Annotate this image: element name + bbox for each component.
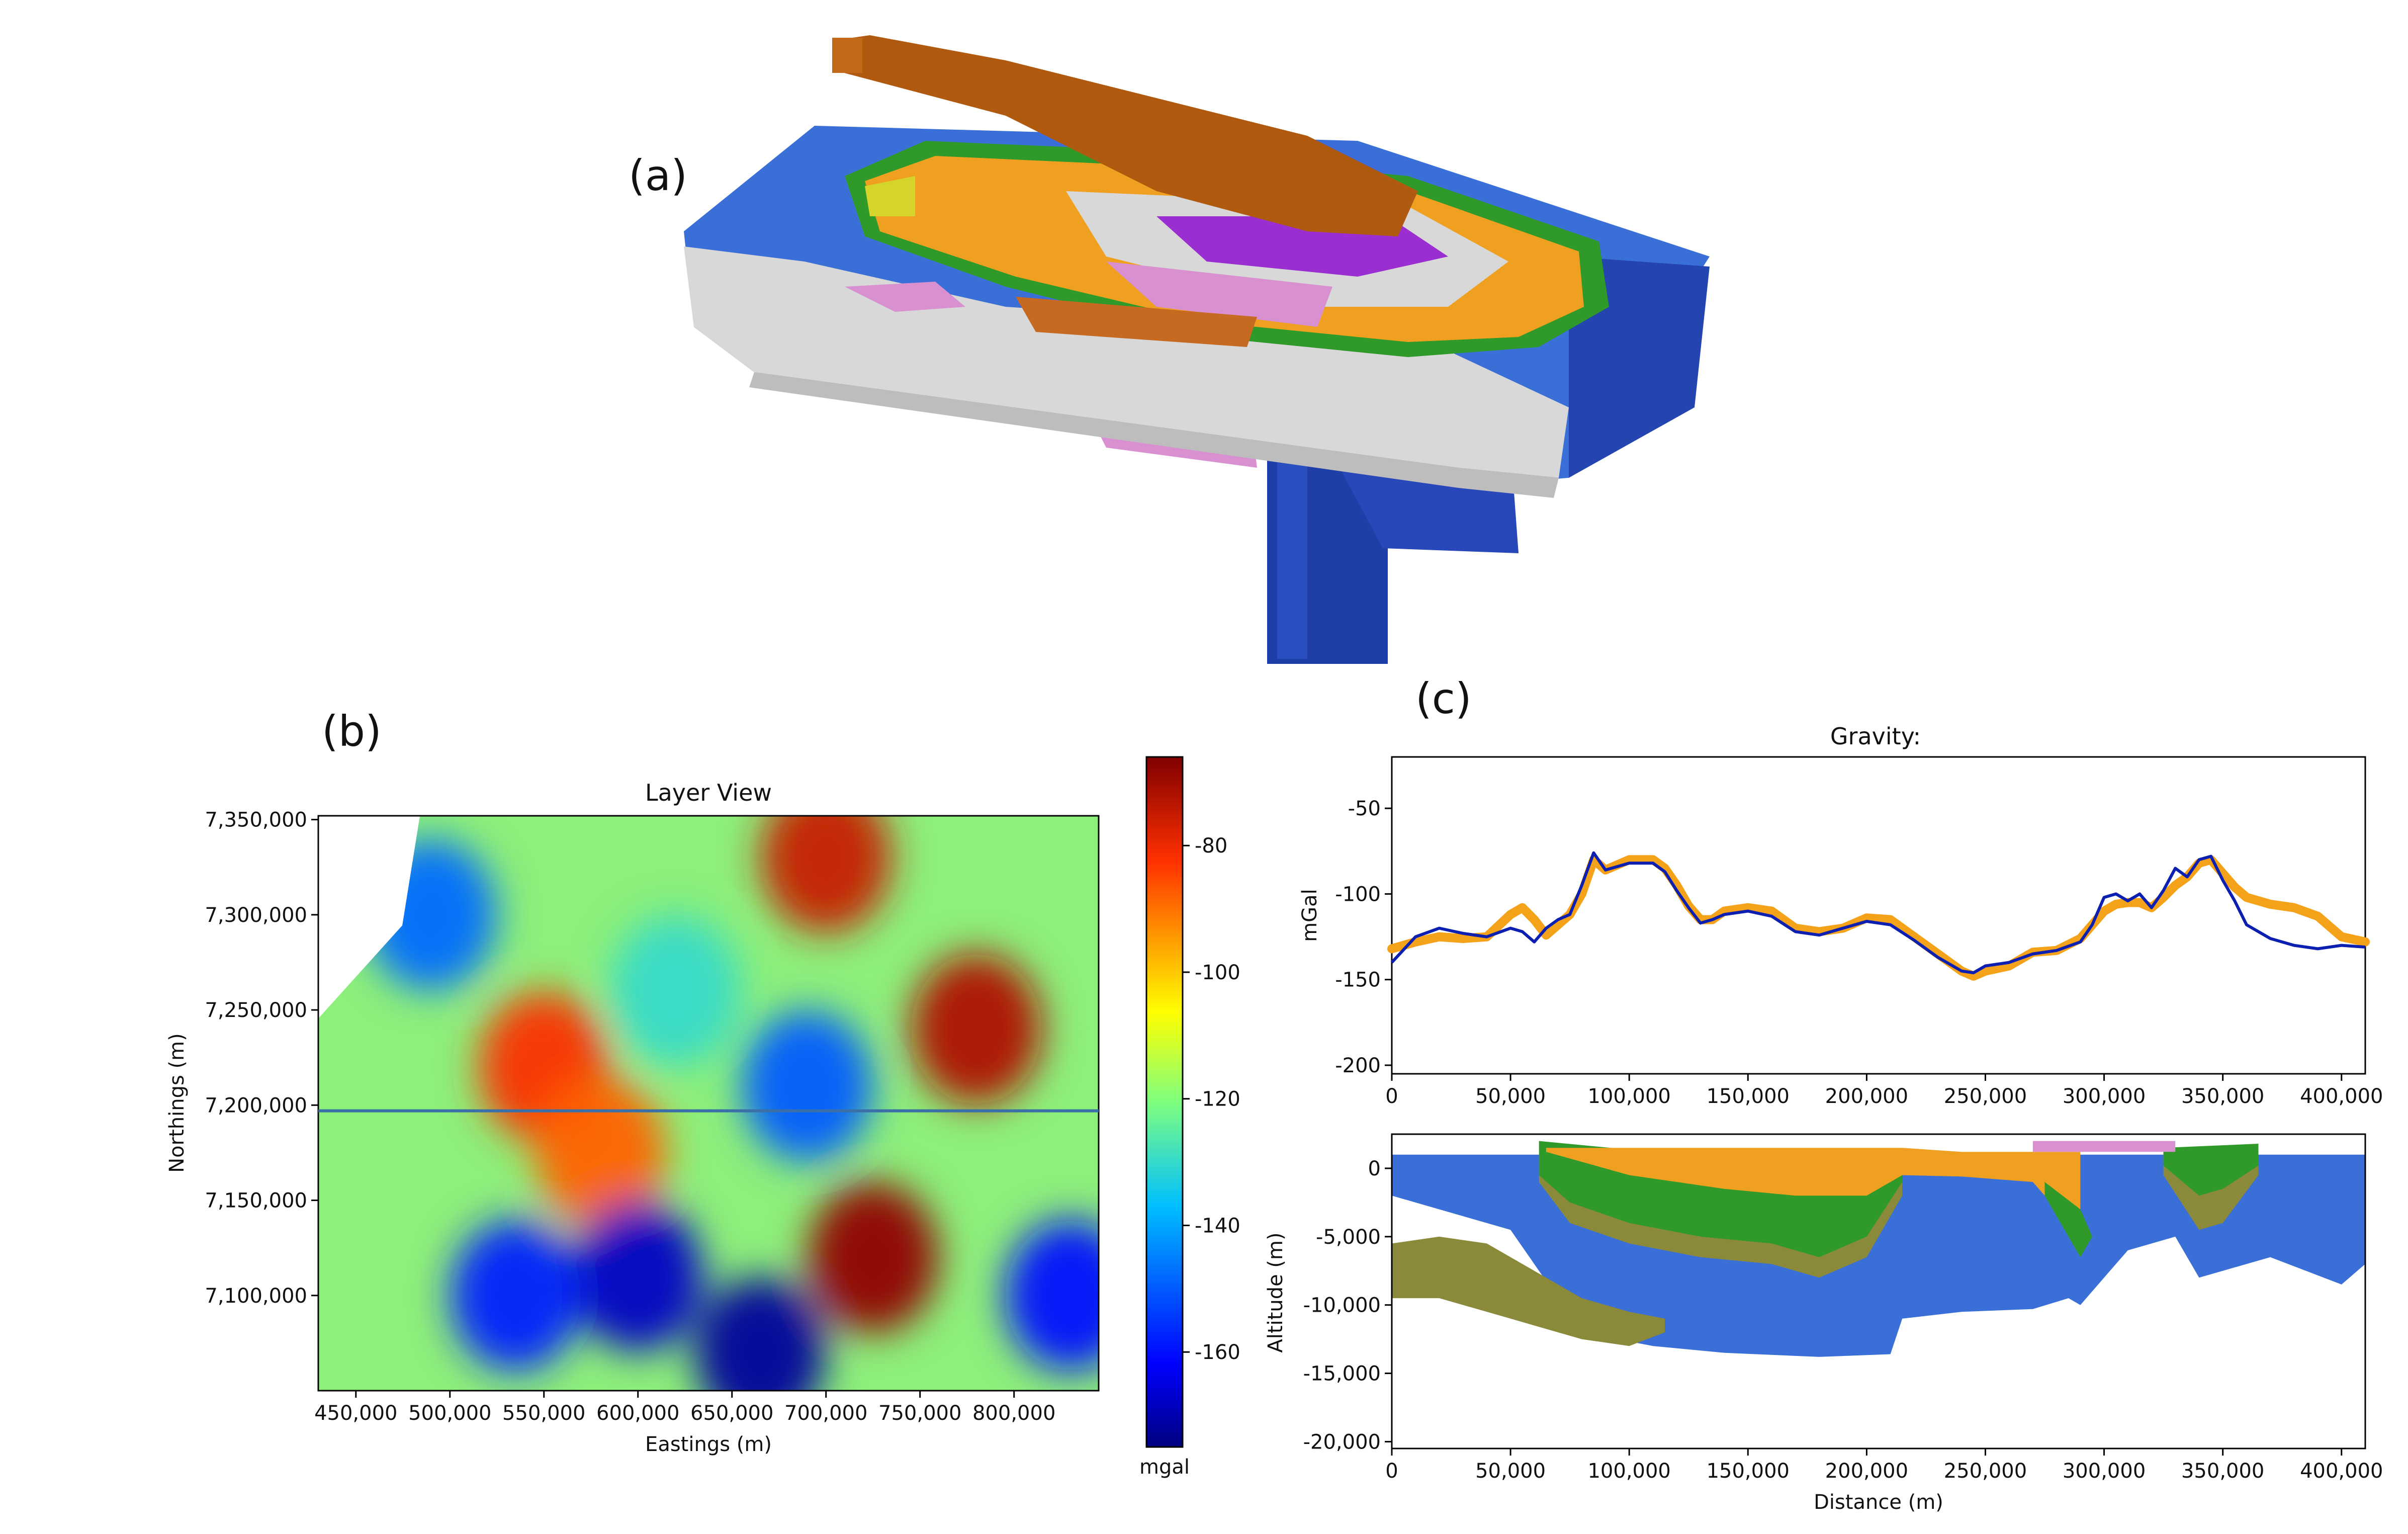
section-y-ticks: 0 -5,000 -10,000 -15,000 -20,000	[1303, 1157, 1392, 1454]
map-x-tick-label: 800,000	[972, 1402, 1055, 1425]
colorbar-label: mgal	[1139, 1456, 1190, 1479]
gravity-y-tick-label: -100	[1335, 883, 1381, 906]
gravity-y-tick-label: -50	[1348, 797, 1381, 820]
gravity-x-tick-label: 300,000	[2063, 1085, 2146, 1108]
map-x-tick-label: 550,000	[502, 1402, 585, 1425]
section-x-tick-label: 400,000	[2300, 1460, 2383, 1483]
gravity-ylabel: mGal	[1298, 889, 1321, 942]
map-y-tick-label: 7,150,000	[205, 1189, 307, 1213]
map-anomaly-1	[911, 953, 1042, 1104]
gravity-x-tick-label: 100,000	[1587, 1085, 1670, 1108]
section-layers	[1392, 1141, 2365, 1357]
gravity-series-calculated	[1390, 851, 2366, 975]
map-y-ticks: 7,350,000 7,300,000 7,250,000 7,200,000 7,15…	[205, 809, 318, 1308]
gravity-y-tick-label: -150	[1335, 969, 1381, 992]
map-anomaly-4	[534, 1077, 666, 1228]
section-layer-4	[1546, 1148, 2081, 1237]
gravity-x-tick-label: 0	[1385, 1085, 1398, 1108]
section-x-tick-label: 300,000	[2063, 1460, 2146, 1483]
gravity-x-tick-label: 50,000	[1475, 1085, 1546, 1108]
map-ylabel: Northings (m)	[165, 1033, 189, 1172]
section-y-tick-label: 0	[1368, 1157, 1381, 1180]
panel-label-c: (c)	[1415, 674, 1472, 723]
colorbar-tick-label: -140	[1195, 1214, 1240, 1237]
layer-view-title: Layer View	[645, 779, 772, 806]
map-x-tick-label: 650,000	[690, 1402, 773, 1425]
map-y-tick-label: 7,200,000	[205, 1094, 307, 1117]
section-ylabel: Altitude (m)	[1264, 1232, 1287, 1352]
panel-label-a: (a)	[629, 151, 688, 200]
gravity-x-tick-label: 200,000	[1825, 1085, 1908, 1108]
section-y-tick-label: -15,000	[1303, 1362, 1381, 1386]
geology-3d-model	[684, 35, 1710, 664]
colorbar	[1145, 756, 1184, 1448]
section-y-tick-label: -20,000	[1303, 1430, 1381, 1454]
gravity-x-ticks: 0 50,000 100,000 150,000 200,000 250,000 300,0…	[1385, 1074, 2383, 1108]
map-y-tick-label: 7,250,000	[205, 999, 307, 1022]
panel-label-b: (b)	[322, 707, 382, 756]
section-layer-1	[1392, 1236, 1665, 1346]
gravity-title: Gravity:	[1830, 723, 1921, 750]
map-nodata-corner	[318, 816, 420, 1018]
map-x-tick-label: 500,000	[408, 1402, 491, 1425]
gravity-y-ticks: -50 -100 -150 -200	[1335, 797, 1392, 1077]
section-y-tick-label: -5,000	[1316, 1226, 1381, 1249]
colorbar-ticks: -80 -100 -120 -140 -160	[1183, 834, 1240, 1364]
colorbar-tick-label: -120	[1195, 1088, 1240, 1111]
section-x-tick-label: 350,000	[2181, 1460, 2264, 1483]
map-y-tick-label: 7,300,000	[205, 904, 307, 927]
map-anomaly-2	[760, 816, 891, 933]
map-x-tick-label: 450,000	[314, 1402, 397, 1425]
section-layer-8	[2032, 1141, 2176, 1152]
map-x-tick-label: 600,000	[596, 1402, 679, 1425]
section-x-tick-label: 250,000	[1944, 1460, 2027, 1483]
map-anomaly-9	[742, 1010, 873, 1162]
gravity-x-tick-label: 150,000	[1707, 1085, 1790, 1108]
map-x-tick-label: 750,000	[878, 1402, 961, 1425]
section-layer-7	[2163, 1144, 2259, 1196]
map-anomaly-5	[572, 1201, 703, 1352]
map-frame	[317, 815, 1100, 1392]
section-x-tick-label: 150,000	[1707, 1460, 1790, 1483]
colorbar-tick-label: -80	[1195, 834, 1227, 858]
map-y-tick-label: 7,350,000	[205, 809, 307, 832]
section-xlabel: Distance (m)	[1814, 1491, 1943, 1514]
section-x-ticks: 0 50,000 100,000 150,000 200,000 250,000 300,0…	[1385, 1448, 2383, 1483]
section-y-tick-label: -10,000	[1303, 1294, 1381, 1317]
map-y-tick-label: 7,100,000	[205, 1285, 307, 1308]
section-x-tick-label: 0	[1385, 1460, 1398, 1483]
section-layer-5	[2044, 1182, 2092, 1257]
map-x-ticks: 450,000 500,000 550,000 600,000 650,000 700,0…	[314, 1391, 1055, 1425]
map-anomaly-11	[610, 915, 741, 1067]
gravity-y-tick-label: -200	[1335, 1054, 1381, 1077]
colorbar-tick-label: -100	[1195, 961, 1240, 984]
map-anomaly-8	[1005, 1220, 1099, 1371]
model-cover-unit	[832, 35, 1418, 236]
map-anomaly-7	[450, 1220, 581, 1371]
gravity-x-tick-label: 350,000	[2181, 1085, 2264, 1108]
section-x-tick-label: 50,000	[1475, 1460, 1546, 1483]
map-anomaly-0	[808, 1182, 939, 1333]
map-x-tick-label: 700,000	[784, 1402, 867, 1425]
section-x-tick-label: 200,000	[1825, 1460, 1908, 1483]
map-xlabel: Eastings (m)	[645, 1433, 772, 1456]
section-x-tick-label: 100,000	[1587, 1460, 1670, 1483]
colorbar-tick-label: -160	[1195, 1341, 1240, 1364]
section-frame	[1391, 1133, 2366, 1450]
gravity-x-tick-label: 400,000	[2300, 1085, 2383, 1108]
gravity-x-tick-label: 250,000	[1944, 1085, 2027, 1108]
